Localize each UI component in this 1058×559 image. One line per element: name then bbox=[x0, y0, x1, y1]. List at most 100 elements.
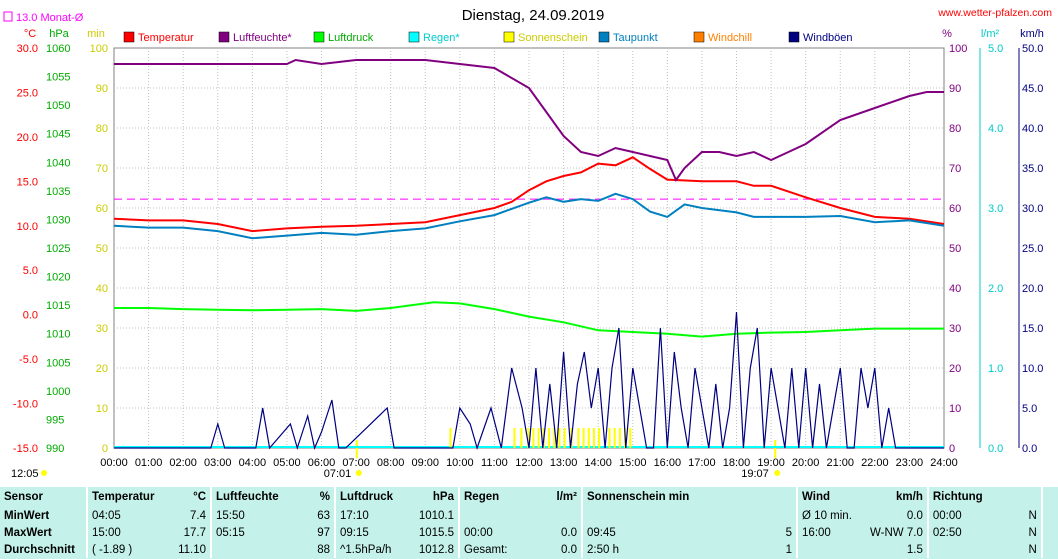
minutes-tick-label: 10 bbox=[96, 403, 108, 415]
x-tick-label: 24:00 bbox=[930, 457, 958, 469]
humidity-tick-label: 30 bbox=[949, 323, 961, 335]
sunshine-bar bbox=[558, 428, 561, 448]
wind-tick-label: 15.0 bbox=[1022, 323, 1043, 335]
legend-swatch bbox=[313, 31, 325, 43]
sunshine-value: 1 bbox=[785, 543, 793, 556]
stats-spacer bbox=[1040, 487, 1058, 507]
rain-axis-unit: l/m² bbox=[981, 28, 1000, 40]
rain-value bbox=[528, 507, 582, 524]
humidity-value: 97 bbox=[317, 526, 330, 539]
x-tick-label: 01:00 bbox=[135, 457, 163, 469]
wind-tick-label: 20.0 bbox=[1022, 283, 1043, 295]
temp-tick-label: 20.0 bbox=[17, 132, 38, 144]
stats-spacer bbox=[1040, 507, 1058, 524]
solar-noon-label: 12:05 bbox=[11, 468, 39, 480]
direction-value: N bbox=[1028, 543, 1037, 556]
wind-axis-unit: km/h bbox=[1020, 28, 1044, 40]
legend-label: Luftdruck bbox=[328, 32, 374, 44]
legend-label: Taupunkt bbox=[613, 32, 658, 44]
rain-unit-header: l/m² bbox=[556, 491, 577, 503]
legend-swatch bbox=[598, 31, 610, 43]
sunshine-bar bbox=[520, 428, 523, 448]
humidity-tick-label: 100 bbox=[949, 43, 967, 55]
humidity-tick-label: 60 bbox=[949, 203, 961, 215]
sunshine-bar bbox=[537, 428, 540, 448]
sunshine-bar bbox=[629, 428, 632, 448]
humidity-time: 15:50 bbox=[210, 507, 288, 524]
wind-time: 16:00 bbox=[796, 524, 867, 541]
pressure-tick-label: 1050 bbox=[46, 100, 70, 112]
x-tick-label: 22:00 bbox=[861, 457, 889, 469]
minutes-tick-label: 80 bbox=[96, 123, 108, 135]
humidity-unit-header: % bbox=[319, 491, 330, 503]
pressure-axis-unit: hPa bbox=[49, 28, 69, 40]
x-tick-label: 11:00 bbox=[481, 457, 508, 469]
x-tick-label: 17:00 bbox=[688, 457, 716, 469]
temp-tick-label: 5.0 bbox=[23, 265, 38, 277]
rain-tick-label: 3.0 bbox=[988, 203, 1003, 215]
sunshine-bar bbox=[582, 428, 585, 448]
wind-tick-label: 30.0 bbox=[1022, 203, 1043, 215]
temp-tick-label: -15.0 bbox=[13, 443, 38, 455]
x-tick-label: 15:00 bbox=[619, 457, 647, 469]
humidity-value: 63 bbox=[317, 509, 330, 522]
humidity-tick-label: 20 bbox=[949, 363, 961, 375]
legend-label: Luftfeuchte* bbox=[233, 32, 292, 44]
direction-header: Richtung bbox=[926, 487, 997, 507]
wind-time: Ø 10 min. bbox=[796, 507, 867, 524]
rain-value: 0.0 bbox=[561, 526, 577, 539]
x-tick-label: 08:00 bbox=[377, 457, 405, 469]
pressure-value: 1010.1 bbox=[418, 509, 454, 522]
wind-value: 1.5 bbox=[906, 543, 923, 556]
sunshine-bar bbox=[618, 428, 621, 448]
pressure-tick-label: 1035 bbox=[46, 186, 70, 198]
pressure-tick-label: 1040 bbox=[46, 157, 70, 169]
sunshine-bar bbox=[548, 428, 551, 448]
stats-spacer bbox=[1040, 524, 1058, 541]
x-tick-label: 16:00 bbox=[654, 457, 682, 469]
sunshine-bar bbox=[598, 428, 601, 448]
sun-markers: 12:05 07:01 19:07 bbox=[11, 468, 781, 480]
minutes-tick-label: 50 bbox=[96, 243, 108, 255]
legend-swatch bbox=[503, 31, 515, 43]
humidity-tick-label: 50 bbox=[949, 243, 961, 255]
wind-value: 0.0 bbox=[906, 509, 923, 522]
temp-tick-label: 25.0 bbox=[17, 87, 38, 99]
temp-time: 04:05 bbox=[86, 507, 164, 524]
wind-time bbox=[796, 541, 867, 558]
sensor-header: Sensor bbox=[4, 491, 43, 503]
x-tick-label: 06:00 bbox=[308, 457, 336, 469]
wind-value: W-NW 7.0 bbox=[870, 526, 923, 539]
source-link[interactable]: www.wetter-pfalzen.com bbox=[937, 7, 1052, 19]
pressure-time: 09:15 bbox=[334, 524, 412, 541]
direction-value: N bbox=[1028, 509, 1037, 522]
wind-header: Wind bbox=[796, 487, 867, 507]
humidity-tick-label: 40 bbox=[949, 283, 961, 295]
sunshine-bar bbox=[613, 428, 616, 448]
x-tick-label: 10:00 bbox=[446, 457, 474, 469]
x-tick-label: 12:00 bbox=[515, 457, 543, 469]
legend-label: Windböen bbox=[803, 32, 853, 44]
sunshine-bar bbox=[592, 428, 595, 448]
humidity-tick-label: 70 bbox=[949, 163, 961, 175]
pressure-tick-label: 1025 bbox=[46, 243, 70, 255]
legend-swatch bbox=[123, 31, 135, 43]
rain-tick-label: 0.0 bbox=[988, 443, 1003, 455]
rain-tick-label: 5.0 bbox=[988, 43, 1003, 55]
pressure-time: ^1.5hPa/h bbox=[334, 541, 412, 558]
monthly-avg-label: 13.0 Monat-Ø bbox=[16, 12, 84, 24]
sunrise-label: 07:01 bbox=[324, 468, 352, 480]
x-tick-label: 13:00 bbox=[550, 457, 578, 469]
temp-tick-label: -5.0 bbox=[19, 354, 38, 366]
humidity-tick-label: 10 bbox=[949, 403, 961, 415]
sunset-sun-icon bbox=[774, 470, 781, 476]
sunshine-bar bbox=[532, 428, 535, 448]
x-tick-label: 04:00 bbox=[239, 457, 267, 469]
sunset-label: 19:07 bbox=[741, 468, 769, 480]
stats-spacer bbox=[1040, 541, 1058, 558]
sunshine-bar bbox=[527, 428, 530, 448]
minutes-tick-label: 40 bbox=[96, 283, 108, 295]
sunshine-bar bbox=[563, 428, 566, 448]
legend-label: Sonnenschein bbox=[518, 32, 588, 44]
direction-time bbox=[926, 541, 997, 558]
